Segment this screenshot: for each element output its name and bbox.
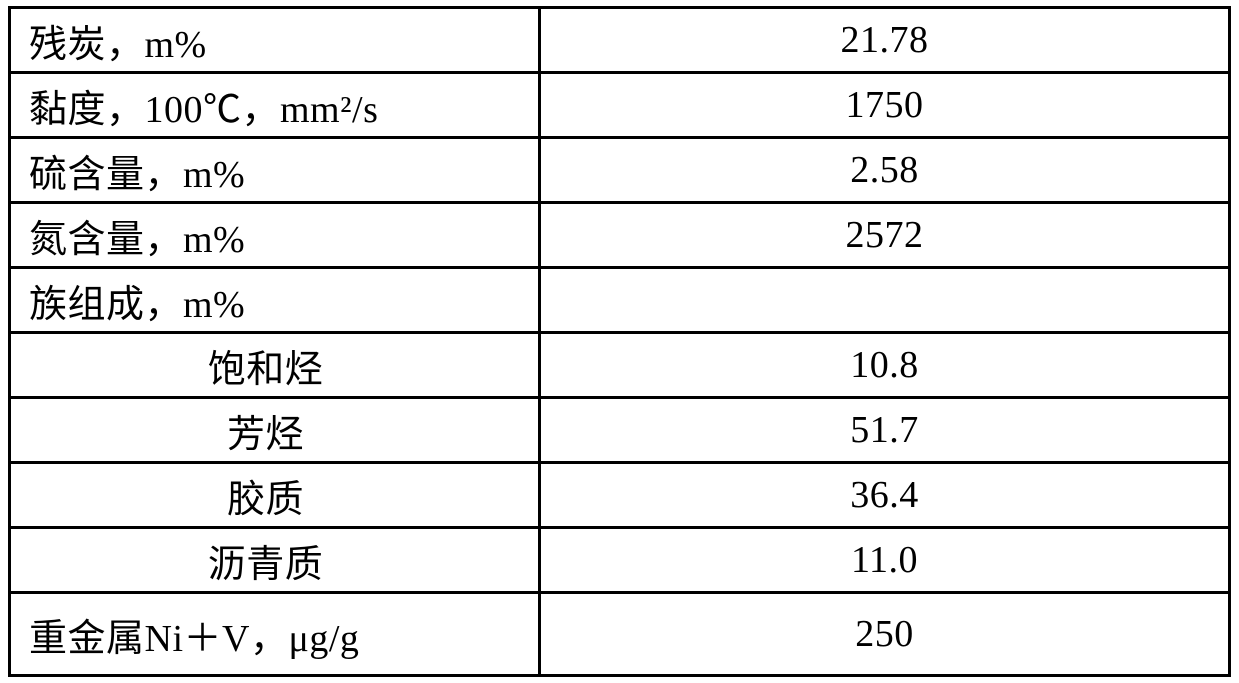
properties-table: 残炭，m% 21.78 黏度，100℃，mm²/s 1750 硫含量，m% 2.… <box>8 6 1231 677</box>
table-row: 残炭，m% 21.78 <box>10 8 1230 73</box>
property-value: 11.0 <box>540 528 1230 593</box>
property-value: 21.78 <box>540 8 1230 73</box>
table-row: 氮含量，m% 2572 <box>10 203 1230 268</box>
property-label: 氮含量，m% <box>10 203 540 268</box>
property-value <box>540 268 1230 333</box>
property-value: 10.8 <box>540 333 1230 398</box>
table-row: 黏度，100℃，mm²/s 1750 <box>10 73 1230 138</box>
property-value: 1750 <box>540 73 1230 138</box>
property-label: 硫含量，m% <box>10 138 540 203</box>
property-value: 36.4 <box>540 463 1230 528</box>
table-row: 沥青质 11.0 <box>10 528 1230 593</box>
property-value: 250 <box>540 593 1230 676</box>
table-row: 族组成，m% <box>10 268 1230 333</box>
property-value: 2.58 <box>540 138 1230 203</box>
property-value: 2572 <box>540 203 1230 268</box>
table-row: 重金属Ni＋V，μg/g 250 <box>10 593 1230 676</box>
property-label: 黏度，100℃，mm²/s <box>10 73 540 138</box>
property-label: 族组成，m% <box>10 268 540 333</box>
property-label: 重金属Ni＋V，μg/g <box>10 593 540 676</box>
property-value: 51.7 <box>540 398 1230 463</box>
table-row: 饱和烃 10.8 <box>10 333 1230 398</box>
property-label: 沥青质 <box>10 528 540 593</box>
table-container: 残炭，m% 21.78 黏度，100℃，mm²/s 1750 硫含量，m% 2.… <box>0 0 1239 683</box>
table-row: 芳烃 51.7 <box>10 398 1230 463</box>
property-label: 胶质 <box>10 463 540 528</box>
table-row: 胶质 36.4 <box>10 463 1230 528</box>
property-label: 芳烃 <box>10 398 540 463</box>
table-row: 硫含量，m% 2.58 <box>10 138 1230 203</box>
property-label: 残炭，m% <box>10 8 540 73</box>
property-label: 饱和烃 <box>10 333 540 398</box>
